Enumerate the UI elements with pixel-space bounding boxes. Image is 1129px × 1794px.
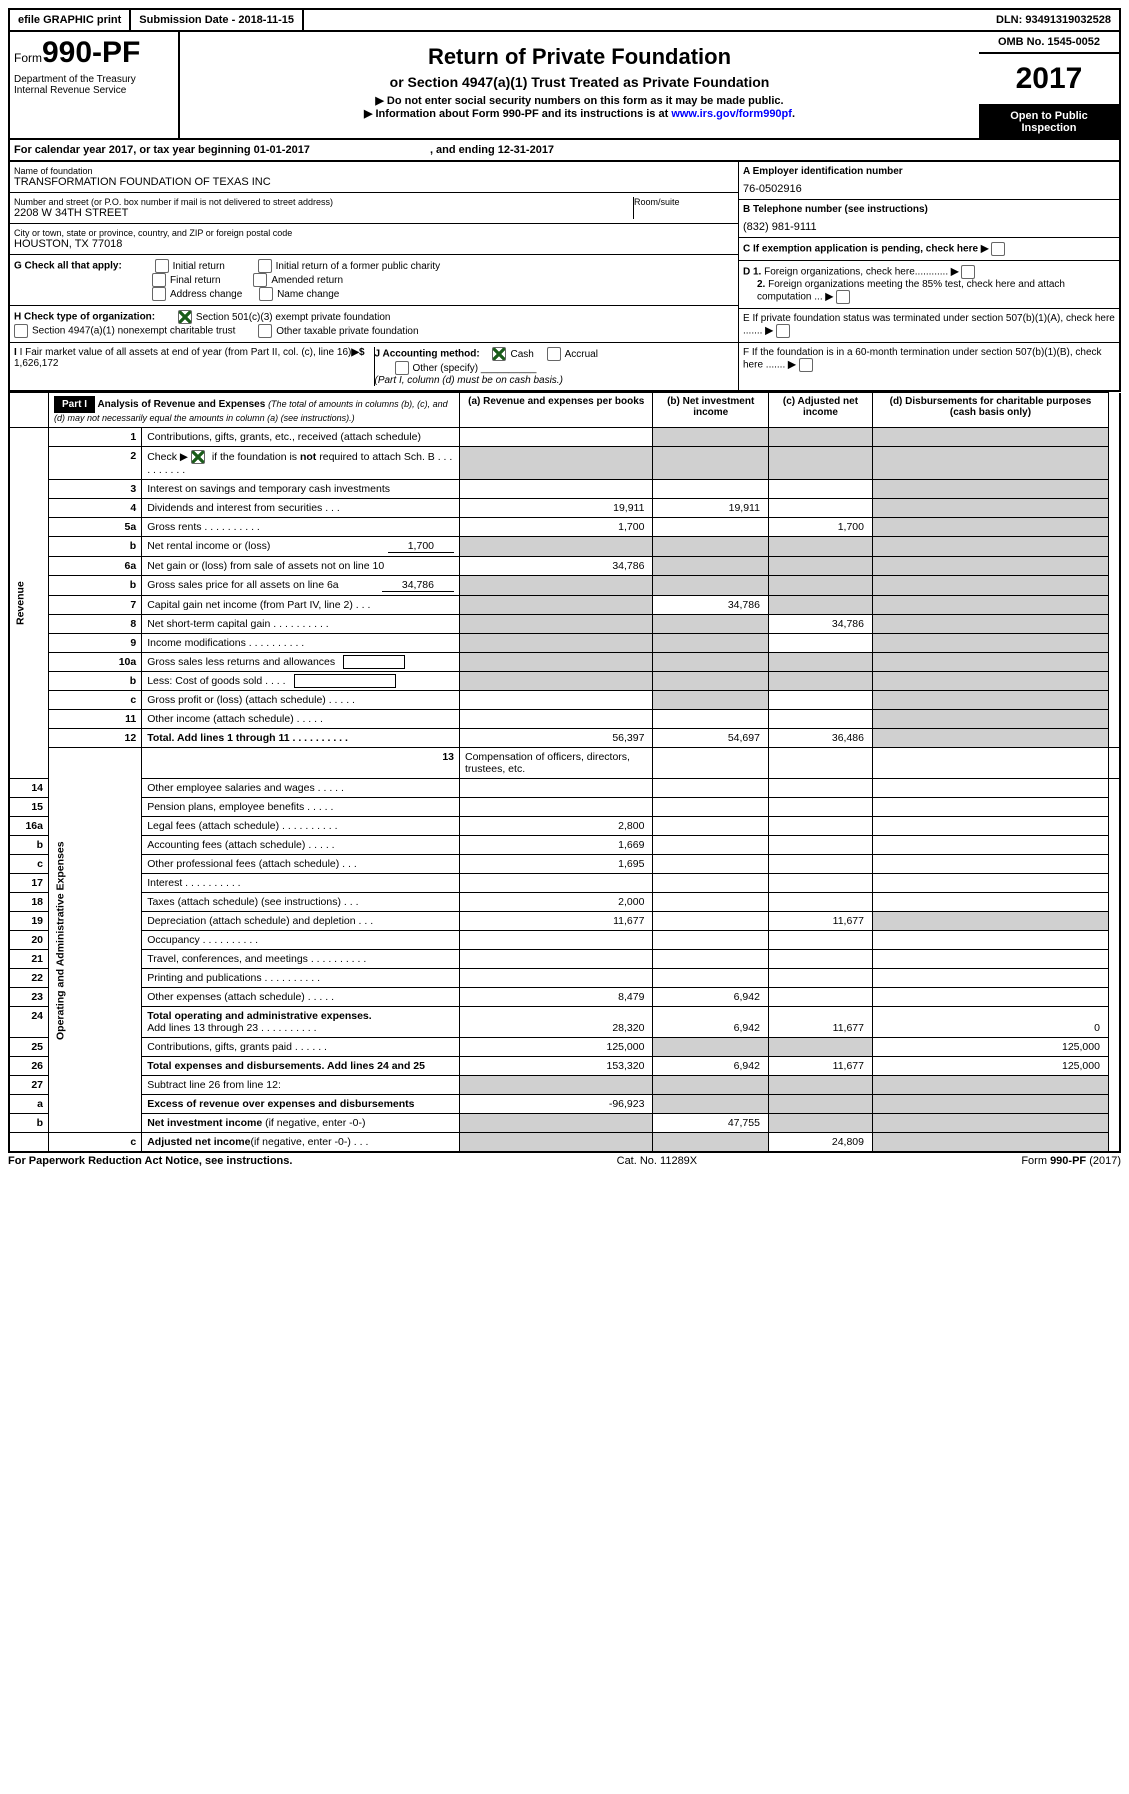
header-left: Form990-PF Department of the Treasury In… (10, 32, 180, 138)
form-header: Form990-PF Department of the Treasury In… (8, 32, 1121, 140)
cat-no: Cat. No. 11289X (617, 1155, 698, 1167)
name-cell: Name of foundation TRANSFORMATION FOUNDA… (10, 162, 738, 193)
name-change-cb[interactable] (259, 287, 273, 301)
open-inspection: Open to Public Inspection (979, 106, 1119, 138)
form-number: 990-PF (42, 36, 140, 69)
form-subtitle: or Section 4947(a)(1) Trust Treated as P… (188, 74, 971, 90)
s4947-cb[interactable] (14, 324, 28, 338)
other-method-cb[interactable] (395, 361, 409, 375)
expense-section-label: Operating and Administrative Expenses (49, 748, 142, 1133)
foreign-org-cb[interactable] (961, 265, 975, 279)
part1-label: Part I (54, 396, 95, 413)
c-exemption-cell: C If exemption application is pending, c… (739, 238, 1119, 261)
e-terminated-cell: E If private foundation status was termi… (739, 309, 1119, 343)
revenue-section-label: Revenue (9, 428, 49, 779)
room-label: Room/suite (634, 197, 734, 207)
phone-cell: B Telephone number (see instructions)(83… (739, 200, 1119, 238)
d-foreign-cell: D 1. Foreign organizations, check here..… (739, 261, 1119, 309)
page-footer: For Paperwork Reduction Act Notice, see … (8, 1155, 1121, 1167)
initial-return-cb[interactable] (155, 259, 169, 273)
terminated-cb[interactable] (776, 324, 790, 338)
h-check-row: H Check type of organization: Section 50… (10, 306, 738, 343)
col-d-header: (d) Disbursements for charitable purpose… (872, 393, 1108, 428)
cash-cb[interactable] (492, 347, 506, 361)
form-prefix: Form (14, 51, 42, 65)
tax-year: 2017 (979, 54, 1119, 106)
amended-return-cb[interactable] (253, 273, 267, 287)
part1-table: Part I Analysis of Revenue and Expenses … (8, 392, 1121, 1153)
i-fmv: I I Fair market value of all assets at e… (14, 347, 375, 386)
initial-former-cb[interactable] (258, 259, 272, 273)
city-cell: City or town, state or province, country… (10, 224, 738, 255)
ein-cell: A Employer identification number76-05029… (739, 162, 1119, 200)
header-center: Return of Private Foundation or Section … (180, 32, 979, 138)
foreign-85-cb[interactable] (836, 290, 850, 304)
g-check-row: G Check all that apply: Initial return I… (10, 255, 738, 306)
schb-cb[interactable] (191, 450, 205, 464)
irs-link[interactable]: www.irs.gov/form990pf (671, 108, 792, 120)
foundation-name: TRANSFORMATION FOUNDATION OF TEXAS INC (14, 176, 734, 188)
other-taxable-cb[interactable] (258, 324, 272, 338)
fmv-value: 1,626,172 (14, 358, 59, 369)
s501c3-cb[interactable] (178, 310, 192, 324)
col-c-header: (c) Adjusted net income (768, 393, 872, 428)
form-ref: Form 990-PF (2017) (1021, 1155, 1121, 1167)
top-bar: efile GRAPHIC print Submission Date - 20… (8, 8, 1121, 32)
irs-label: Internal Revenue Service (14, 85, 174, 96)
ssn-warning: ▶ Do not enter social security numbers o… (188, 94, 971, 107)
ij-row: I I Fair market value of all assets at e… (10, 343, 738, 390)
ein-value: 76-0502916 (743, 183, 1115, 195)
paperwork-notice: For Paperwork Reduction Act Notice, see … (8, 1155, 292, 1167)
info-line: ▶ Information about Form 990-PF and its … (188, 107, 971, 120)
final-return-cb[interactable] (152, 273, 166, 287)
f-60month-cell: F If the foundation is in a 60-month ter… (739, 343, 1119, 376)
col-b-header: (b) Net investment income (653, 393, 769, 428)
j-accounting: J Accounting method: Cash Accrual Other … (375, 347, 735, 386)
form-title: Return of Private Foundation (188, 44, 971, 70)
col-a-header: (a) Revenue and expenses per books (460, 393, 653, 428)
city-state-zip: HOUSTON, TX 77018 (14, 238, 734, 250)
info-left: Name of foundation TRANSFORMATION FOUNDA… (10, 162, 738, 390)
accrual-cb[interactable] (547, 347, 561, 361)
address-change-cb[interactable] (152, 287, 166, 301)
address-cell: Number and street (or P.O. box number if… (10, 193, 738, 224)
dept-label: Department of the Treasury (14, 74, 174, 85)
60month-cb[interactable] (799, 358, 813, 372)
info-grid: Name of foundation TRANSFORMATION FOUNDA… (8, 162, 1121, 392)
submission-date: Submission Date - 2018-11-15 (131, 10, 304, 30)
dln: DLN: 93491319032528 (988, 10, 1119, 30)
calendar-year-row: For calendar year 2017, or tax year begi… (8, 140, 1121, 162)
phone-value: (832) 981-9111 (743, 221, 1115, 233)
header-right: OMB No. 1545-0052 2017 Open to Public In… (979, 32, 1119, 138)
efile-label: efile GRAPHIC print (10, 10, 131, 30)
omb-number: OMB No. 1545-0052 (979, 32, 1119, 54)
street-address: 2208 W 34TH STREET (14, 207, 633, 219)
exemption-pending-cb[interactable] (991, 242, 1005, 256)
info-right: A Employer identification number76-05029… (738, 162, 1119, 390)
